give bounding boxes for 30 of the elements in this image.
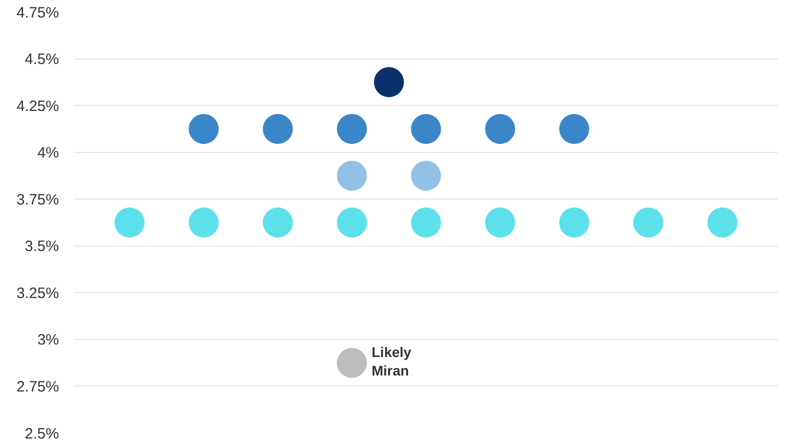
y-tick-label: 4.75% [16,4,59,22]
point [336,114,367,144]
point [485,114,516,144]
point [633,208,664,238]
y-tick-label: 4.5% [24,51,59,68]
point [262,208,293,238]
y-tick-label: 3% [37,332,59,349]
y-tick-label: 3.5% [24,238,59,256]
point [485,208,516,238]
point [411,114,441,144]
point [188,208,219,238]
point [559,208,590,238]
point [707,208,738,238]
y-tick-label: 3.75% [16,191,59,208]
point [336,348,367,378]
point [262,114,293,144]
point [411,160,441,191]
point [374,67,404,98]
y-tick-label: 2.75% [16,378,59,396]
y-tick-label: 4.25% [16,98,59,115]
y-tick-label: 2.5% [24,425,59,442]
point [188,114,219,144]
point [559,114,590,144]
point [114,208,145,238]
point [411,208,441,238]
point [336,160,367,191]
point [336,208,367,238]
y-tick-label: 3.25% [16,284,59,302]
series-label: Likely Miran [372,344,412,378]
y-tick-label: 4% [37,144,59,162]
